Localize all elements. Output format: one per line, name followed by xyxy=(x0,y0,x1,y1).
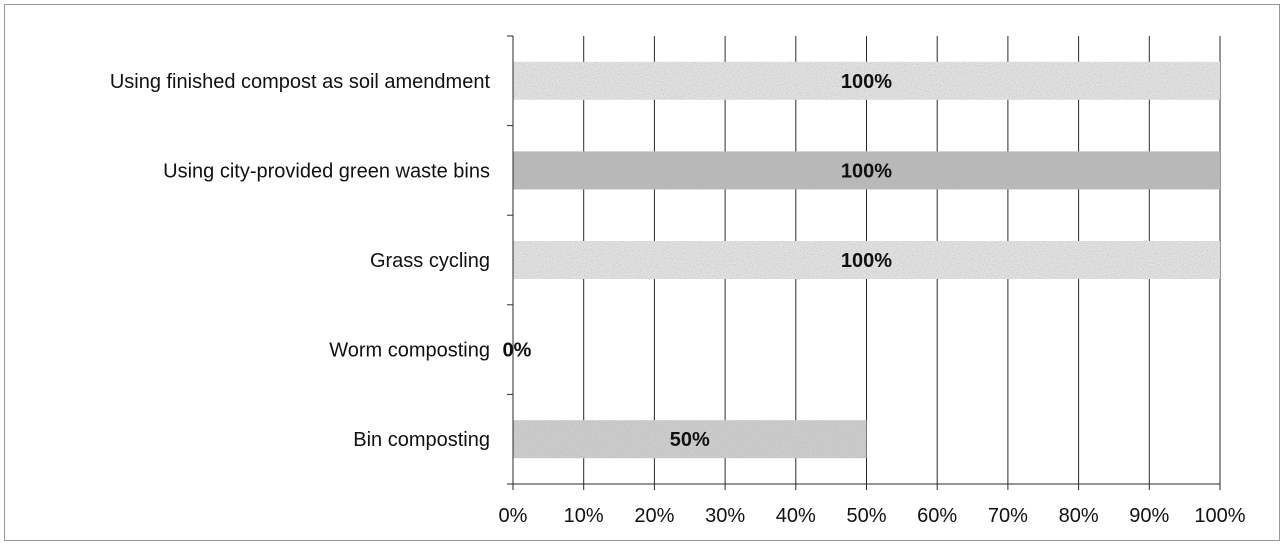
x-tick-label-8: 80% xyxy=(1059,505,1099,527)
category-label-2: Grass cycling xyxy=(370,250,490,272)
x-tick-label-10: 100% xyxy=(1194,505,1245,527)
x-tick-label-5: 50% xyxy=(846,505,886,527)
x-tick-label-7: 70% xyxy=(988,505,1028,527)
bars xyxy=(513,61,1220,459)
category-label-4: Bin composting xyxy=(353,429,490,451)
data-labels: 100% 100% 100% 0% 50% xyxy=(503,71,893,451)
axes xyxy=(507,35,1221,490)
x-tick-label-0: 0% xyxy=(499,505,528,527)
x-tick-label-3: 30% xyxy=(705,505,745,527)
category-label-1: Using city-provided green waste bins xyxy=(163,160,490,182)
x-tick-label-6: 60% xyxy=(917,505,957,527)
x-tick-label-1: 10% xyxy=(564,505,604,527)
data-label-3: 0% xyxy=(503,340,532,362)
x-tick-label-2: 20% xyxy=(634,505,674,527)
data-label-1: 100% xyxy=(841,160,892,182)
category-labels: Using finished compost as soil amendment… xyxy=(110,71,491,451)
x-tick-label-9: 90% xyxy=(1129,505,1169,527)
category-label-0: Using finished compost as soil amendment xyxy=(110,71,491,93)
data-label-2: 100% xyxy=(841,250,892,272)
data-label-0: 100% xyxy=(841,71,892,93)
data-label-4: 50% xyxy=(670,429,710,451)
category-label-3: Worm composting xyxy=(329,340,490,362)
bar-0 xyxy=(513,61,1220,100)
bar-1 xyxy=(513,151,1220,190)
bar-2 xyxy=(513,241,1220,279)
bar-4 xyxy=(513,420,867,459)
x-tick-labels: 0% 10% 20% 30% 40% 50% 60% 70% 80% 90% 100% xyxy=(499,505,1246,527)
x-tick-label-4: 40% xyxy=(776,505,816,527)
